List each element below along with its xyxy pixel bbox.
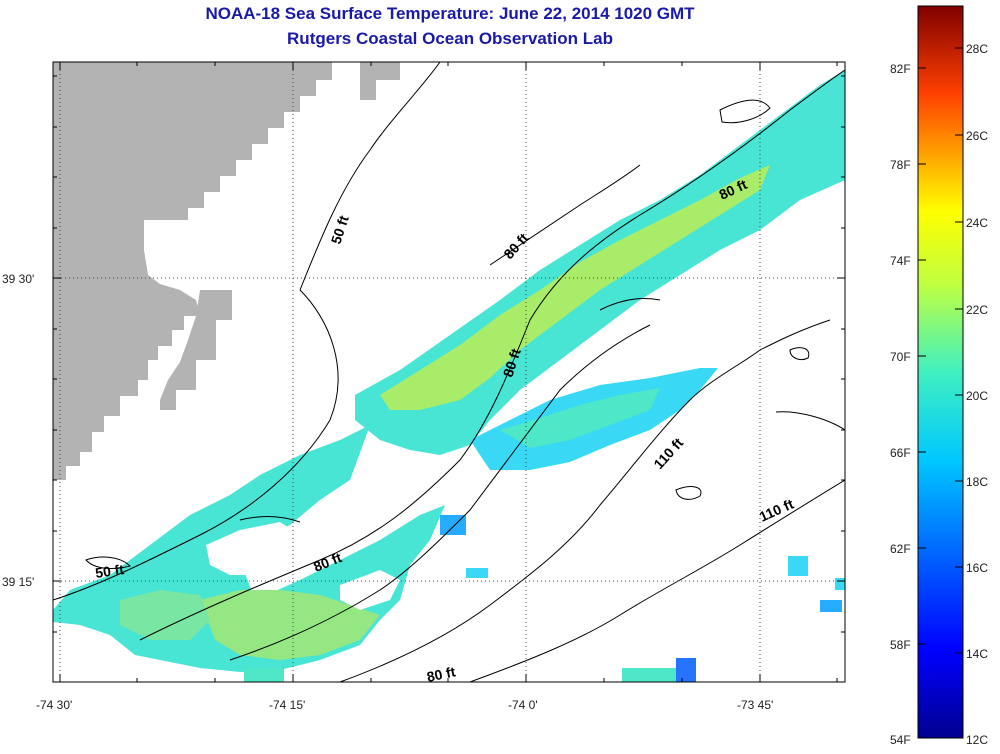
y-tick-label: 39 15': [2, 575, 34, 589]
land-mass: [160, 290, 232, 410]
map-frame: [52, 61, 846, 683]
colorbar-f-label: 54F: [890, 733, 911, 747]
colorbar-c-label: 22C: [966, 303, 988, 317]
colorbar-f-label: 62F: [890, 542, 911, 556]
x-tick-label: -74 30': [36, 698, 72, 712]
land-mass: [360, 62, 400, 100]
map-title: NOAA-18 Sea Surface Temperature: June 22…: [205, 4, 695, 23]
colorbar-c-label: 16C: [966, 561, 988, 575]
colorbar-gradient: [917, 5, 964, 739]
colorbar-c-label: 18C: [966, 475, 988, 489]
colorbar-c-label: 20C: [966, 389, 988, 403]
colorbar: 82F 78F 74F 70F 66F 62F 58F 54F 28C 26C …: [890, 5, 988, 747]
colorbar-c-label: 14C: [966, 647, 988, 661]
x-tick-label: -74 0': [508, 698, 538, 712]
colorbar-c-label: 26C: [966, 129, 988, 143]
colorbar-c-label: 24C: [966, 216, 988, 230]
colorbar-f-label: 70F: [890, 350, 911, 364]
land-mass: [53, 62, 332, 480]
contour-label: 50 ft: [94, 561, 125, 581]
y-tick-label: 39 30': [2, 272, 34, 286]
cloud-mask: [206, 522, 300, 575]
axis-ticks: [53, 62, 845, 682]
colorbar-f-label: 82F: [890, 62, 911, 76]
x-tick-label: -74 15': [269, 698, 305, 712]
colorbar-c-label: 28C: [966, 42, 988, 56]
x-tick-label: -73 45': [737, 698, 773, 712]
graticule: [53, 62, 845, 682]
colorbar-c-label: 12C: [966, 733, 988, 747]
colorbar-ticks: [918, 47, 963, 654]
contour-label: 80 ft: [425, 663, 457, 685]
map-subtitle: Rutgers Coastal Ocean Observation Lab: [287, 29, 613, 48]
bay-water: [150, 235, 185, 280]
colorbar-f-label: 66F: [890, 446, 911, 460]
colorbar-f-label: 58F: [890, 638, 911, 652]
colorbar-f-label: 74F: [890, 254, 911, 268]
colorbar-f-label: 78F: [890, 158, 911, 172]
sst-pixels: [53, 70, 845, 682]
axis-labels: -74 30' -74 15' -74 0' -73 45' 39 30' 39…: [2, 272, 773, 712]
cloud-mask: [340, 570, 400, 610]
